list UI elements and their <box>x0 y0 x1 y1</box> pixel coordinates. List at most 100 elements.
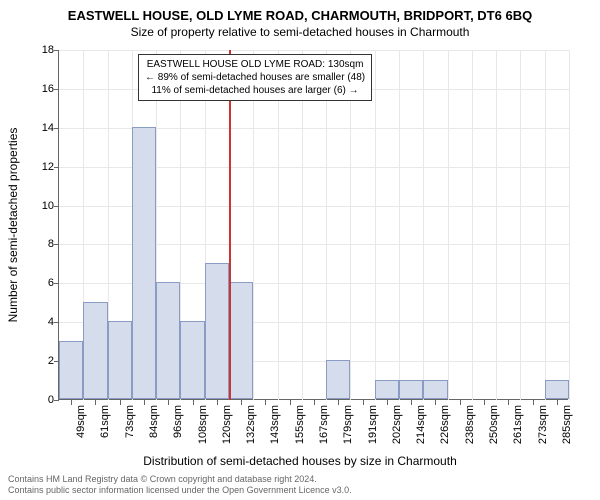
footer-line1: Contains HM Land Registry data © Crown c… <box>8 474 592 485</box>
gridline-v <box>326 50 327 400</box>
xtick-label: 261sqm <box>512 405 524 444</box>
xtick-mark <box>557 400 558 405</box>
xtick-label: 61sqm <box>99 405 111 438</box>
ytick-label: 8 <box>29 238 54 250</box>
xtick-label: 73sqm <box>124 405 136 438</box>
xtick-mark <box>411 400 412 405</box>
ytick-label: 4 <box>29 316 54 328</box>
histogram-bar <box>59 341 83 399</box>
xtick-mark <box>241 400 242 405</box>
histogram-bar <box>326 360 350 399</box>
ytick-label: 0 <box>29 394 54 406</box>
xtick-label: 84sqm <box>148 405 160 438</box>
annotation-box: EASTWELL HOUSE OLD LYME ROAD: 130sqm ← 8… <box>138 54 372 101</box>
xtick-label: 214sqm <box>415 405 427 444</box>
histogram-bar <box>423 380 447 399</box>
xtick-label: 250sqm <box>488 405 500 444</box>
gridline-v <box>496 50 497 400</box>
xtick-mark <box>144 400 145 405</box>
gridline-v <box>253 50 254 400</box>
xtick-label: 132sqm <box>245 405 257 444</box>
plot-area: 02468101214161849sqm61sqm73sqm84sqm96sqm… <box>58 50 568 400</box>
histogram-bar <box>229 282 253 399</box>
gridline-v <box>545 50 546 400</box>
histogram-bar <box>399 380 423 399</box>
gridline-v <box>375 50 376 400</box>
gridline-v <box>520 50 521 400</box>
chart-main-title: EASTWELL HOUSE, OLD LYME ROAD, CHARMOUTH… <box>0 0 600 23</box>
xtick-mark <box>387 400 388 405</box>
xtick-label: 143sqm <box>269 405 281 444</box>
histogram-bar <box>132 127 156 399</box>
histogram-bar <box>108 321 132 399</box>
histogram-bar <box>156 282 180 399</box>
ytick-mark <box>54 206 59 207</box>
xtick-mark <box>533 400 534 405</box>
gridline-v <box>448 50 449 400</box>
histogram-bar <box>205 263 229 399</box>
histogram-bar <box>375 380 399 399</box>
xtick-mark <box>363 400 364 405</box>
xtick-label: 155sqm <box>294 405 306 444</box>
xtick-label: 238sqm <box>464 405 476 444</box>
xtick-mark <box>168 400 169 405</box>
xtick-mark <box>338 400 339 405</box>
xtick-label: 226sqm <box>439 405 451 444</box>
histogram-bar <box>83 302 107 399</box>
ytick-mark <box>54 400 59 401</box>
xtick-label: 273sqm <box>537 405 549 444</box>
footer-attribution: Contains HM Land Registry data © Crown c… <box>8 474 592 496</box>
ytick-label: 18 <box>29 44 54 56</box>
ytick-label: 6 <box>29 277 54 289</box>
ytick-label: 10 <box>29 200 54 212</box>
ytick-mark <box>54 322 59 323</box>
xtick-label: 49sqm <box>75 405 87 438</box>
histogram-bar <box>180 321 204 399</box>
ytick-mark <box>54 89 59 90</box>
xtick-mark <box>290 400 291 405</box>
ytick-label: 2 <box>29 355 54 367</box>
footer-line2: Contains public sector information licen… <box>8 485 592 496</box>
histogram-bar <box>545 380 569 399</box>
xtick-label: 285sqm <box>561 405 573 444</box>
annotation-line1: EASTWELL HOUSE OLD LYME ROAD: 130sqm <box>145 58 365 71</box>
gridline-v <box>302 50 303 400</box>
xtick-label: 108sqm <box>197 405 209 444</box>
xtick-label: 120sqm <box>221 405 233 444</box>
reference-line <box>229 50 231 400</box>
xtick-mark <box>314 400 315 405</box>
ytick-mark <box>54 283 59 284</box>
gridline-v <box>278 50 279 400</box>
xtick-label: 191sqm <box>367 405 379 444</box>
y-axis-label: Number of semi-detached properties <box>6 128 20 323</box>
annotation-line2: ← 89% of semi-detached houses are smalle… <box>145 71 365 84</box>
xtick-mark <box>484 400 485 405</box>
ytick-mark <box>54 244 59 245</box>
ytick-label: 12 <box>29 161 54 173</box>
xtick-mark <box>95 400 96 405</box>
xtick-label: 96sqm <box>172 405 184 438</box>
chart-area: 02468101214161849sqm61sqm73sqm84sqm96sqm… <box>58 50 568 400</box>
xtick-mark <box>193 400 194 405</box>
x-axis-label: Distribution of semi-detached houses by … <box>0 454 600 468</box>
ytick-mark <box>54 167 59 168</box>
xtick-label: 202sqm <box>391 405 403 444</box>
gridline-h <box>59 50 569 51</box>
gridline-v <box>399 50 400 400</box>
xtick-label: 179sqm <box>342 405 354 444</box>
gridline-v <box>569 50 570 400</box>
chart-sub-title: Size of property relative to semi-detach… <box>0 23 600 39</box>
ytick-label: 16 <box>29 83 54 95</box>
xtick-mark <box>460 400 461 405</box>
ytick-label: 14 <box>29 122 54 134</box>
xtick-mark <box>217 400 218 405</box>
ytick-mark <box>54 50 59 51</box>
gridline-v <box>423 50 424 400</box>
xtick-label: 167sqm <box>318 405 330 444</box>
annotation-line3: 11% of semi-detached houses are larger (… <box>145 84 365 97</box>
gridline-v <box>472 50 473 400</box>
xtick-mark <box>120 400 121 405</box>
xtick-mark <box>265 400 266 405</box>
ytick-mark <box>54 128 59 129</box>
gridline-v <box>350 50 351 400</box>
